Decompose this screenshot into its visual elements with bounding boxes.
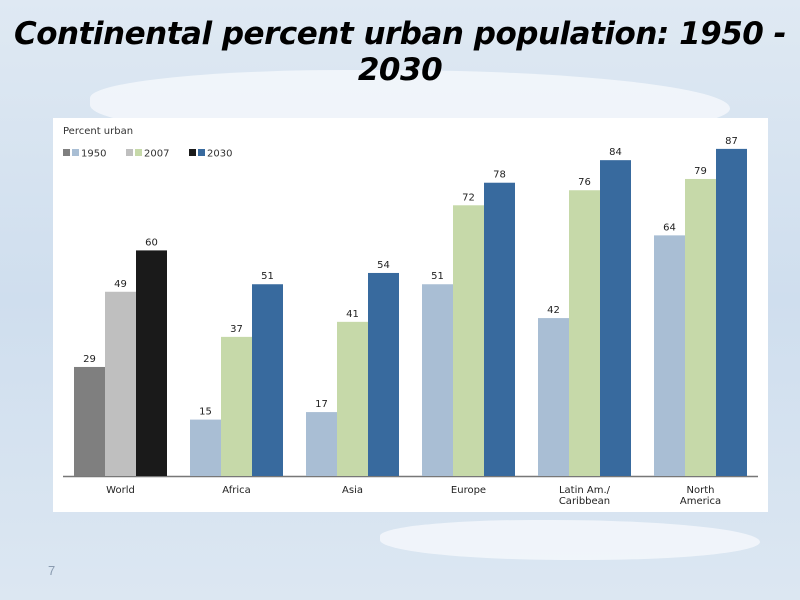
data-label: 49 [114, 279, 127, 290]
legend-swatch-world-2030 [189, 149, 196, 156]
bar-north-america-2007 [685, 178, 716, 476]
bar-world-2007 [105, 291, 136, 476]
bar-world-2030 [136, 250, 167, 476]
data-label: 15 [199, 407, 212, 418]
bar-africa-1950 [190, 419, 221, 476]
bar-europe-2007 [453, 205, 484, 476]
bar-north-america-2030 [716, 148, 747, 476]
legend-label-1950: 1950 [81, 149, 106, 160]
data-label: 51 [261, 271, 274, 282]
x-tick-label: Africa [222, 485, 251, 496]
chart-panel: Percent urban 1950 2007 2030 29 49 60 World 15 37… [53, 118, 768, 512]
bar-chart: Percent urban 1950 2007 2030 29 49 60 World 15 37… [63, 126, 758, 507]
data-label: 37 [230, 324, 243, 335]
page-number: 7 [48, 563, 56, 578]
bar-asia-2030 [368, 272, 399, 476]
bar-africa-2007 [221, 336, 252, 476]
data-label: 41 [346, 309, 359, 320]
data-label: 76 [578, 177, 591, 188]
data-label: 51 [431, 271, 444, 282]
legend-swatch-world-1950 [63, 149, 70, 156]
bar-north-america-1950 [654, 235, 685, 476]
x-tick-label: North [687, 485, 715, 496]
data-label: 84 [609, 147, 622, 158]
legend-swatch-2007 [135, 149, 142, 156]
y-axis-label: Percent urban [63, 126, 133, 137]
bar-latin-am-caribbean-2007 [569, 190, 600, 476]
world-map-background [380, 520, 760, 560]
legend-swatch-1950 [72, 149, 79, 156]
bar-latin-am-caribbean-2030 [600, 160, 631, 476]
data-label: 79 [694, 166, 707, 177]
x-tick-label: Asia [342, 485, 363, 496]
bar-europe-1950 [422, 284, 453, 476]
legend-label-2030: 2030 [207, 149, 232, 160]
data-label: 64 [663, 222, 676, 233]
bar-africa-2030 [252, 284, 283, 476]
data-label: 42 [547, 305, 560, 316]
bar-europe-2030 [484, 182, 515, 476]
bar-world-1950 [74, 366, 105, 476]
x-tick-label: America [680, 496, 721, 507]
legend-label-2007: 2007 [144, 149, 169, 160]
legend-swatch-world-2007 [126, 149, 133, 156]
data-label: 29 [83, 354, 96, 365]
slide-title: Continental percent urban population: 19… [13, 16, 787, 88]
legend-swatch-2030 [198, 149, 205, 156]
x-tick-label: Europe [451, 485, 486, 496]
data-label: 72 [462, 192, 475, 203]
x-tick-label: World [106, 485, 135, 496]
bar-asia-2007 [337, 321, 368, 476]
data-label: 87 [725, 136, 738, 147]
data-label: 17 [315, 399, 328, 410]
data-label: 78 [493, 170, 506, 181]
data-label: 54 [377, 260, 390, 271]
bar-asia-1950 [306, 412, 337, 476]
x-tick-label: Caribbean [559, 496, 610, 507]
x-tick-label: Latin Am./ [559, 485, 611, 496]
data-label: 60 [145, 237, 158, 248]
bar-latin-am-caribbean-1950 [538, 318, 569, 476]
